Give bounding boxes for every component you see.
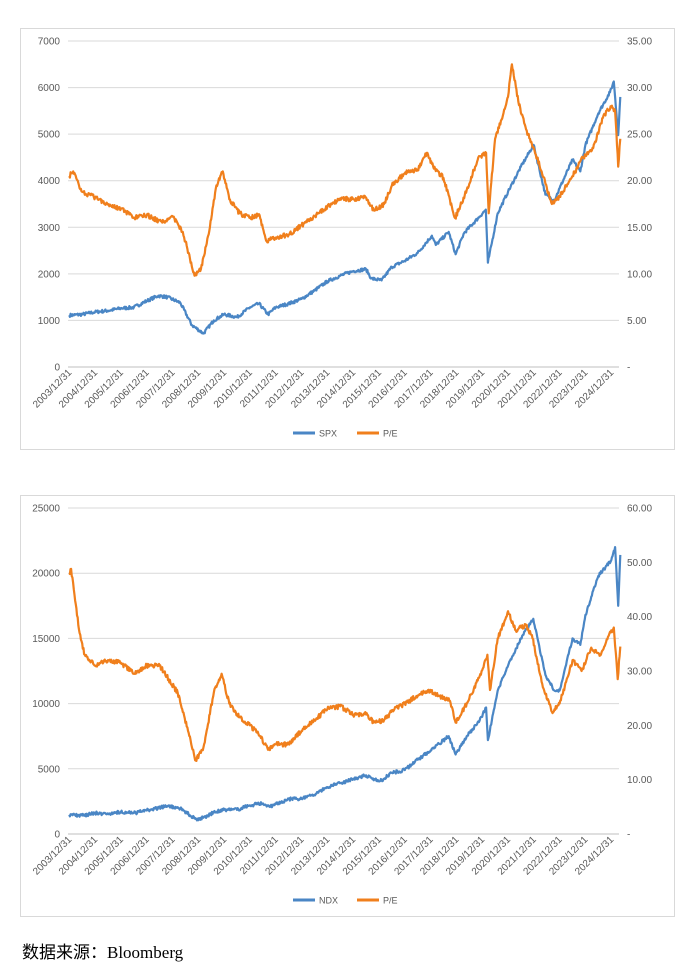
legend-label: NDX xyxy=(319,896,338,906)
y-right-tick-label: 5.00 xyxy=(627,316,647,327)
legend-label: SPX xyxy=(319,429,337,439)
y-left-tick-label: 25000 xyxy=(32,504,60,515)
spx-pe-chart-svg: 0 1000 2000 3000 4000 5000 6000 7000 - 5.00 10.00 1… xyxy=(31,37,652,439)
y-right-tick-label: 60.00 xyxy=(627,504,652,515)
y-right-tick-label: 40.00 xyxy=(627,612,652,623)
y-left-tick-label: 0 xyxy=(54,830,60,841)
y-right-tick-label: 30.00 xyxy=(627,83,652,94)
y-right-tick-label: 30.00 xyxy=(627,667,652,678)
y-right-tick-label: 10.00 xyxy=(627,775,652,786)
y-left-tick-label: 0 xyxy=(54,363,60,374)
y-left-tick-label: 2000 xyxy=(38,269,61,280)
y-left-tick-label: 1000 xyxy=(38,316,61,327)
ndx-pe-chart-svg: 0 5000 10000 15000 20000 25000 - 10.00 20.00 30.0… xyxy=(31,504,652,906)
series-line-pe xyxy=(68,63,622,277)
y-right-tick-label: 15.00 xyxy=(627,223,652,234)
ndx-pe-chart: 0 5000 10000 15000 20000 25000 - 10.00 20.00 30.0… xyxy=(20,495,675,917)
y-left-tick-label: 6000 xyxy=(38,83,61,94)
y-right-tick-label: 20.00 xyxy=(627,176,652,187)
y-left-tick-label: 20000 xyxy=(32,569,60,580)
y-left-tick-label: 5000 xyxy=(38,130,61,141)
series-line-ndx xyxy=(68,546,622,822)
legend-label: P/E xyxy=(383,429,398,439)
y-right-tick-label: 20.00 xyxy=(627,721,652,732)
source-value: Bloomberg xyxy=(107,943,184,962)
legend-label: P/E xyxy=(383,896,398,906)
y-right-tick-label: 10.00 xyxy=(627,269,652,280)
y-left-tick-label: 4000 xyxy=(38,176,61,187)
series-line-pe xyxy=(68,567,622,762)
y-right-tick-label: 50.00 xyxy=(627,558,652,569)
y-right-tick-label: 35.00 xyxy=(627,37,652,48)
source-note: 数据来源：Bloomberg xyxy=(22,938,183,963)
y-left-tick-label: 7000 xyxy=(38,37,61,48)
y-left-tick-label: 3000 xyxy=(38,223,61,234)
y-right-tick-label: - xyxy=(627,830,630,841)
spx-pe-chart: 0 1000 2000 3000 4000 5000 6000 7000 - 5.00 10.00 1… xyxy=(20,28,675,450)
y-left-tick-label: 15000 xyxy=(32,634,60,645)
y-left-tick-label: 10000 xyxy=(32,699,60,710)
y-right-tick-label: 25.00 xyxy=(627,130,652,141)
series-line-spx xyxy=(68,80,622,335)
y-left-tick-label: 5000 xyxy=(38,764,61,775)
y-right-tick-label: - xyxy=(627,363,630,374)
source-label: 数据来源： xyxy=(22,943,107,963)
